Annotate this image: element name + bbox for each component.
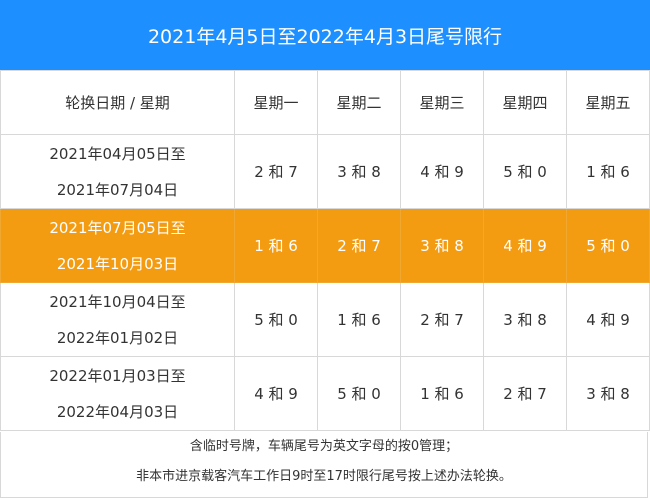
note-line-2: 非本市进京载客汽车工作日9时至17时限行尾号按上述办法轮换。 — [136, 469, 512, 484]
plate-digits-cell: 2 和 7 — [400, 282, 484, 357]
plate-digits-cell: 4 和 9 — [566, 282, 650, 357]
plate-digits-cell: 3 和 8 — [483, 282, 567, 357]
header-thursday: 星期四 — [483, 70, 567, 135]
period-start: 2021年04月05日至 — [49, 144, 186, 163]
period-date-cell: 2022年01月03日至 2022年04月03日 — [0, 356, 235, 431]
header-monday: 星期一 — [234, 70, 318, 135]
plate-digits-cell: 1 和 6 — [234, 208, 318, 283]
header-friday: 星期五 — [566, 70, 650, 135]
table-row: 2022年01月03日至 2022年04月03日 4 和 9 5 和 0 1 和… — [0, 356, 650, 431]
plate-digits-cell: 1 和 6 — [400, 356, 484, 431]
table-row: 2021年10月04日至 2022年01月02日 5 和 0 1 和 6 2 和… — [0, 282, 650, 357]
plate-digits-cell: 2 和 7 — [317, 208, 401, 283]
period-date-cell: 2021年10月04日至 2022年01月02日 — [0, 282, 235, 357]
header-tuesday: 星期二 — [317, 70, 401, 135]
plate-digits-cell: 5 和 0 — [566, 208, 650, 283]
period-end: 2021年07月04日 — [56, 180, 179, 199]
table-header-row: 轮换日期 / 星期 星期一 星期二 星期三 星期四 星期五 — [0, 70, 650, 135]
plate-digits-cell: 3 和 8 — [400, 208, 484, 283]
plate-digits-cell: 2 和 7 — [483, 356, 567, 431]
header-wednesday: 星期三 — [400, 70, 484, 135]
plate-digits-cell: 4 和 9 — [234, 356, 318, 431]
plate-digits-cell: 5 和 0 — [234, 282, 318, 357]
period-end: 2022年04月03日 — [56, 402, 179, 421]
period-start: 2022年01月03日至 — [49, 366, 186, 385]
period-start: 2021年10月04日至 — [49, 292, 186, 311]
plate-digits-cell: 4 和 9 — [483, 208, 567, 283]
restriction-table: 轮换日期 / 星期 星期一 星期二 星期三 星期四 星期五 2021年04月05… — [0, 70, 650, 431]
header-date-column: 轮换日期 / 星期 — [0, 70, 235, 135]
period-end: 2022年01月02日 — [56, 328, 179, 347]
period-end: 2021年10月03日 — [56, 254, 179, 273]
period-start: 2021年07月05日至 — [49, 218, 186, 237]
period-date-cell: 2021年04月05日至 2021年07月04日 — [0, 134, 235, 209]
plate-digits-cell: 1 和 6 — [566, 134, 650, 209]
plate-digits-cell: 1 和 6 — [317, 282, 401, 357]
table-row-current: 2021年07月05日至 2021年10月03日 1 和 6 2 和 7 3 和… — [0, 208, 650, 283]
page-title: 2021年4月5日至2022年4月3日尾号限行 — [0, 0, 650, 70]
plate-digits-cell: 5 和 0 — [483, 134, 567, 209]
period-date-cell: 2021年07月05日至 2021年10月03日 — [0, 208, 235, 283]
table-row: 2021年04月05日至 2021年07月04日 2 和 7 3 和 8 4 和… — [0, 134, 650, 209]
plate-digits-cell: 5 和 0 — [317, 356, 401, 431]
plate-digits-cell: 4 和 9 — [400, 134, 484, 209]
note-line-1: 含临时号牌，车辆尾号为英文字母的按0管理； — [189, 439, 459, 454]
plate-digits-cell: 3 和 8 — [566, 356, 650, 431]
notes-footer: 含临时号牌，车辆尾号为英文字母的按0管理； 非本市进京载客汽车工作日9时至17时… — [0, 432, 648, 498]
plate-digits-cell: 2 和 7 — [234, 134, 318, 209]
plate-digits-cell: 3 和 8 — [317, 134, 401, 209]
